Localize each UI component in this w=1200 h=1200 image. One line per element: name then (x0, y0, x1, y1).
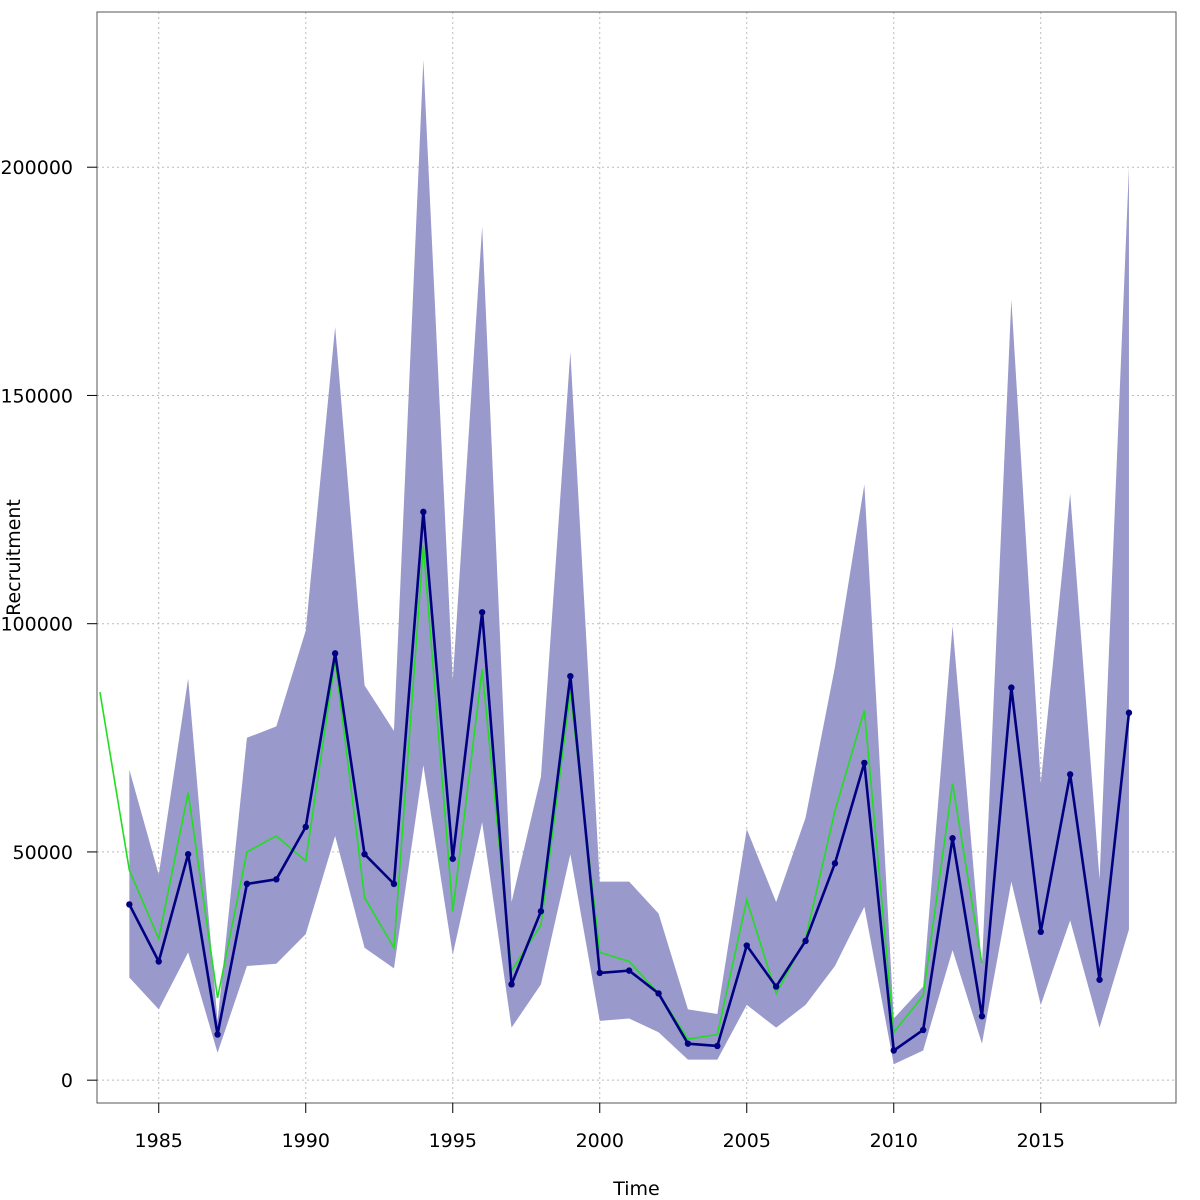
estimate-point (1096, 976, 1103, 983)
estimate-point (302, 823, 309, 831)
estimate-point (478, 609, 486, 616)
estimate-point (155, 958, 162, 965)
estimate-point (743, 942, 750, 949)
estimate-point (655, 990, 662, 997)
estimate-point (978, 1013, 986, 1020)
axes: 1985 1990 1995 2000 2005 2010 2015 0 50000 100000… (0, 157, 1064, 1152)
estimate-point (861, 759, 868, 767)
y-tick-label: 50000 (13, 842, 73, 864)
estimate-point (625, 967, 633, 974)
x-tick-label: 2000 (576, 1130, 624, 1152)
estimate-series-layer (126, 508, 1133, 1054)
estimate-point (1008, 684, 1015, 691)
y-axis-title: Recruitment (3, 499, 25, 616)
estimate-point (184, 851, 192, 858)
estimate-point (1066, 771, 1074, 778)
estimate-point (802, 937, 809, 945)
estimate-point (537, 908, 545, 915)
estimate-point (1037, 928, 1044, 936)
grid-lines (97, 12, 1176, 1103)
estimate-point (949, 835, 956, 842)
estimate-point (567, 672, 574, 680)
plot-frame (96, 11, 1177, 1104)
estimate-point (890, 1047, 897, 1054)
estimate-point (449, 855, 456, 862)
x-tick-label: 2005 (723, 1130, 771, 1152)
estimate-point (420, 508, 427, 516)
estimate-point (243, 880, 251, 888)
y-tick-label: 150000 (0, 385, 73, 407)
estimate-point (1125, 709, 1133, 716)
y-tick-label: 200000 (0, 157, 73, 179)
confidence-band-layer (129, 59, 1129, 1065)
y-tick-label: 100000 (0, 614, 73, 636)
x-tick-label: 2010 (870, 1130, 918, 1152)
estimate-point (714, 1042, 721, 1050)
x-tick-label: 2015 (1017, 1130, 1065, 1152)
y-tick-label: 0 (61, 1070, 73, 1092)
x-axis-title: Time (612, 1178, 660, 1200)
estimate-point (596, 969, 603, 977)
estimate-point (126, 901, 133, 908)
estimate-point (390, 880, 398, 888)
confidence-band (129, 59, 1129, 1065)
x-tick-label: 1995 (429, 1130, 477, 1152)
estimate-point (331, 650, 339, 657)
estimate-point (831, 860, 839, 867)
x-tick-label: 1990 (282, 1130, 330, 1152)
estimate-point (361, 851, 368, 858)
reference-series-layer (99, 546, 983, 1040)
reference-line (99, 546, 983, 1040)
estimate-point (772, 983, 780, 990)
estimate-point (214, 1031, 221, 1038)
estimate-point (273, 876, 280, 883)
estimate-point (508, 981, 515, 988)
estimate-point (684, 1040, 692, 1047)
estimate-point (919, 1026, 927, 1034)
x-tick-label: 1985 (135, 1130, 183, 1152)
